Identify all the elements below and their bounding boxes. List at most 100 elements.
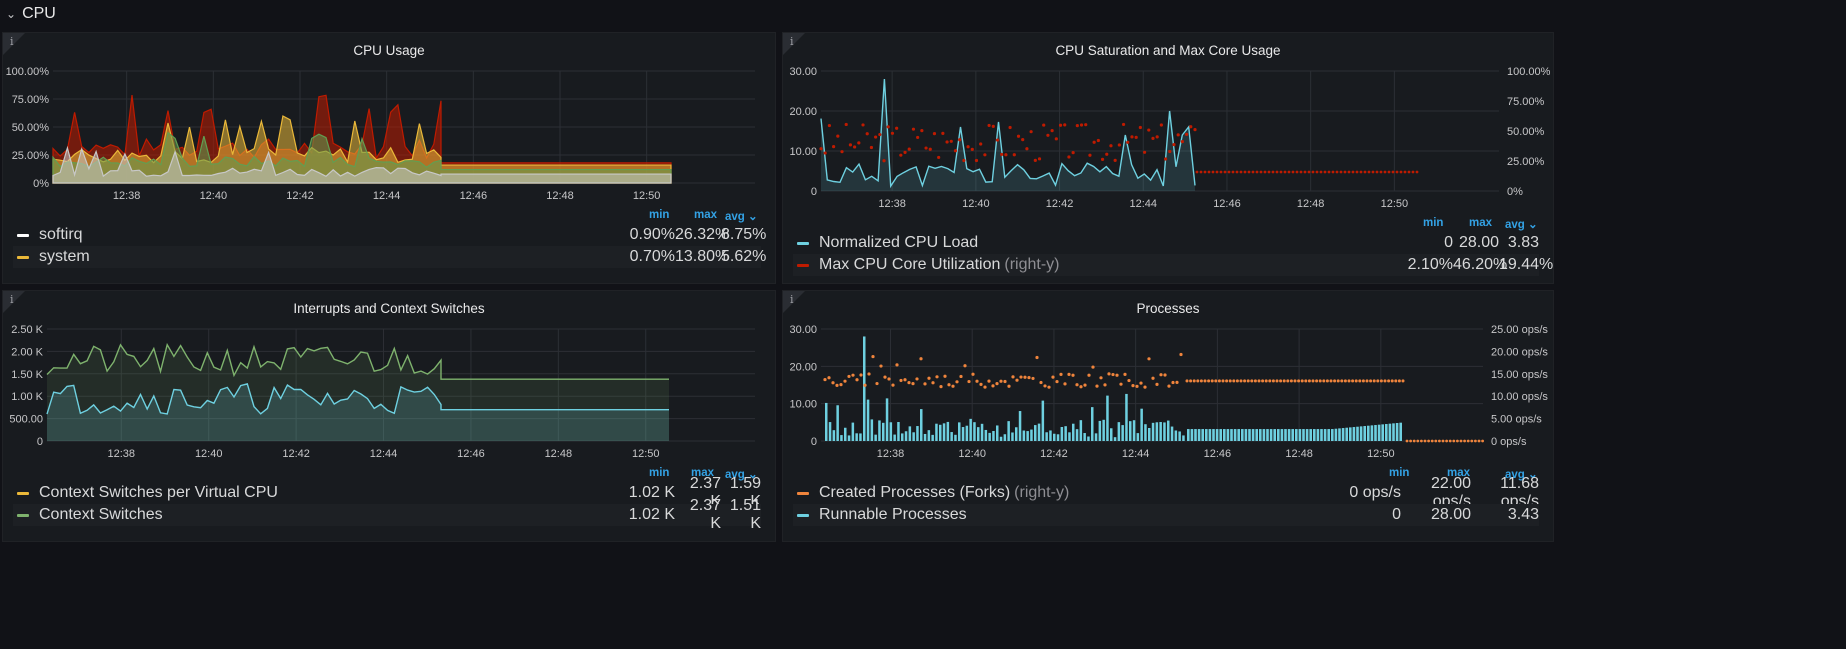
runnable-bar xyxy=(1170,426,1174,441)
cpu-saturation-graph[interactable]: 30.00 20.00 10.00 0 100.00% 75.00% 50.00% 25.00… xyxy=(783,33,1554,243)
legend-avg: 3.43 xyxy=(1507,506,1539,523)
panel-corner xyxy=(3,291,25,313)
legend-name: Runnable Processes xyxy=(819,506,967,523)
forks-point xyxy=(1067,372,1071,376)
forks-point xyxy=(823,377,827,382)
forks-point xyxy=(891,383,895,387)
info-icon[interactable]: i xyxy=(790,35,794,48)
legend-header-max[interactable]: max xyxy=(1469,217,1493,229)
legend-header-avg[interactable]: avg ⌄ xyxy=(1505,469,1538,481)
panel-title[interactable]: Interrupts and Context Switches xyxy=(293,301,485,316)
legend-header-min[interactable]: min xyxy=(1423,217,1444,229)
legend-max: 28.00 xyxy=(1458,234,1499,251)
max-core-point xyxy=(890,131,895,135)
forks-point xyxy=(867,372,871,376)
runnable-bar xyxy=(1026,431,1029,441)
panel-cpu-usage[interactable]: i CPU Usage 100.00% 75.00% 50.00% 25.00% 0% 1… xyxy=(2,32,776,284)
runnable-bar xyxy=(1003,434,1007,441)
max-core-point xyxy=(970,147,974,151)
max-core-point xyxy=(1189,125,1193,129)
legend-item-created-processes[interactable]: Created Processes (Forks) (right-y) 0 ops… xyxy=(793,475,1539,510)
legend-item-max-cpu-core[interactable]: Max CPU Core Utilization (right-y) 2.10% … xyxy=(793,254,1554,276)
runnable-bar xyxy=(1037,423,1041,441)
forks-point xyxy=(1107,372,1111,376)
panel-corner xyxy=(3,33,25,55)
legend-header-avg[interactable]: avg ⌄ xyxy=(725,211,758,223)
legend-item-context-switches[interactable]: Context Switches 1.02 K 2.37 K 1.51 K xyxy=(13,497,761,532)
runnable-bar xyxy=(1129,421,1132,441)
y2-axis-tick: 0 ops/s xyxy=(1491,436,1527,448)
row-header-cpu[interactable]: ⌄ CPU xyxy=(6,4,56,24)
y-axis-tick: 20.00 xyxy=(789,361,817,373)
forks-point xyxy=(915,377,919,381)
max-core-point xyxy=(1172,142,1176,147)
runnable-bar xyxy=(1091,407,1094,441)
legend-header-min[interactable]: min xyxy=(649,467,670,479)
forks-point xyxy=(1079,385,1083,389)
interrupts-graph[interactable]: 2.50 K 2.00 K 1.50 K 1.00 K 500.00 0 12:38 12:4… xyxy=(3,291,776,491)
legend-max: 2.37 K xyxy=(689,497,721,532)
max-core-point xyxy=(1239,170,1243,174)
legend-header-avg[interactable]: avg ⌄ xyxy=(1505,219,1538,231)
max-core-point xyxy=(1063,123,1067,127)
forks-point xyxy=(839,383,843,387)
panel-title[interactable]: Processes xyxy=(1136,301,1200,316)
legend-item-ctx-per-vcpu[interactable]: Context Switches per Virtual CPU 1.02 K … xyxy=(13,475,761,510)
y2-axis-tick: 100.00% xyxy=(1507,66,1551,78)
legend-item-runnable-processes[interactable]: Runnable Processes 0 28.00 3.43 xyxy=(793,504,1539,526)
forks-point xyxy=(1119,382,1123,386)
runnable-bar xyxy=(942,423,946,441)
chevron-down-icon[interactable]: ⌄ xyxy=(6,7,17,21)
info-icon[interactable]: i xyxy=(10,35,14,48)
processes-graph[interactable]: 30.00 20.00 10.00 0 25.00 ops/s 20.00 ops/s 15… xyxy=(783,291,1554,491)
forks-point xyxy=(919,357,923,361)
max-core-point xyxy=(1227,170,1231,174)
panel-cpu-saturation[interactable]: i CPU Saturation and Max Core Usage 30.0… xyxy=(782,32,1554,284)
runnable-bar xyxy=(1226,429,1230,441)
legend-header-min[interactable]: min xyxy=(1389,467,1410,479)
legend-header-min[interactable]: min xyxy=(649,209,670,221)
forks-point xyxy=(1071,373,1075,377)
legend-item-normalized-cpu-load[interactable]: Normalized CPU Load 0 28.00 3.83 xyxy=(793,232,1539,254)
runnable-bar xyxy=(939,424,942,441)
runnable-bar xyxy=(958,422,961,441)
forks-point xyxy=(859,373,863,377)
legend-header-max[interactable]: max xyxy=(691,467,715,479)
runnable-bar xyxy=(1106,395,1109,441)
forks-point xyxy=(1390,379,1394,383)
panel-processes[interactable]: i Processes 30.00 20.00 10.00 0 25.00 ops/s 2… xyxy=(782,290,1554,542)
panel-corner xyxy=(783,291,805,313)
panel-interrupts[interactable]: i Interrupts and Context Switches 2.50 K… xyxy=(2,290,776,542)
legend-avg: 19.44% xyxy=(1499,256,1554,273)
forks-point xyxy=(1051,375,1055,379)
max-core-point xyxy=(920,129,924,133)
runnable-bar xyxy=(1144,424,1147,441)
runnable-bar xyxy=(863,336,866,441)
y-axis-tick: 500.00 xyxy=(9,414,43,426)
forks-point xyxy=(1087,373,1091,377)
legend-item-softirq[interactable]: softirq 0.90% 26.32% 8.75% xyxy=(13,224,766,246)
panel-title[interactable]: CPU Usage xyxy=(353,43,425,58)
cpu-usage-graph[interactable]: 100.00% 75.00% 50.00% 25.00% 0% 12:38 12:40 12:… xyxy=(3,33,776,233)
y2-axis-tick: 20.00 ops/s xyxy=(1491,346,1548,358)
panel-title[interactable]: CPU Saturation and Max Core Usage xyxy=(1055,43,1281,58)
legend-header-max[interactable]: max xyxy=(694,209,718,221)
legend-header-avg[interactable]: avg ⌄ xyxy=(725,469,758,481)
forks-point xyxy=(987,379,991,383)
runnable-bar xyxy=(1284,429,1287,441)
runnable-bar xyxy=(1298,429,1302,441)
max-core-point xyxy=(1335,170,1339,174)
forks-point xyxy=(943,374,947,378)
info-icon[interactable]: i xyxy=(790,293,794,306)
max-core-point xyxy=(844,122,848,127)
forks-point xyxy=(879,364,883,368)
runnable-bar xyxy=(1377,424,1381,441)
panel-corner xyxy=(783,33,805,55)
runnable-bar xyxy=(1287,429,1291,441)
info-icon[interactable]: i xyxy=(10,293,14,306)
legend-header-max[interactable]: max xyxy=(1447,467,1471,479)
interrupts-area xyxy=(47,383,669,441)
legend-item-system[interactable]: system 0.70% 13.80% 5.62% xyxy=(13,246,766,268)
area-series xyxy=(52,145,672,184)
max-core-point xyxy=(869,145,874,150)
